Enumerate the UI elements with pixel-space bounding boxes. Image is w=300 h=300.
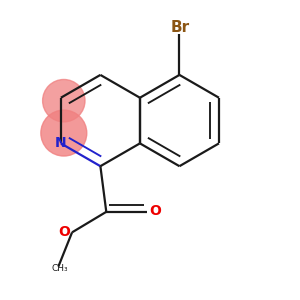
- Circle shape: [43, 80, 85, 122]
- Text: CH₃: CH₃: [52, 264, 68, 273]
- Text: O: O: [149, 204, 161, 218]
- Text: Br: Br: [170, 20, 189, 35]
- Text: N: N: [55, 136, 67, 150]
- Text: O: O: [58, 225, 70, 239]
- Circle shape: [41, 110, 87, 156]
